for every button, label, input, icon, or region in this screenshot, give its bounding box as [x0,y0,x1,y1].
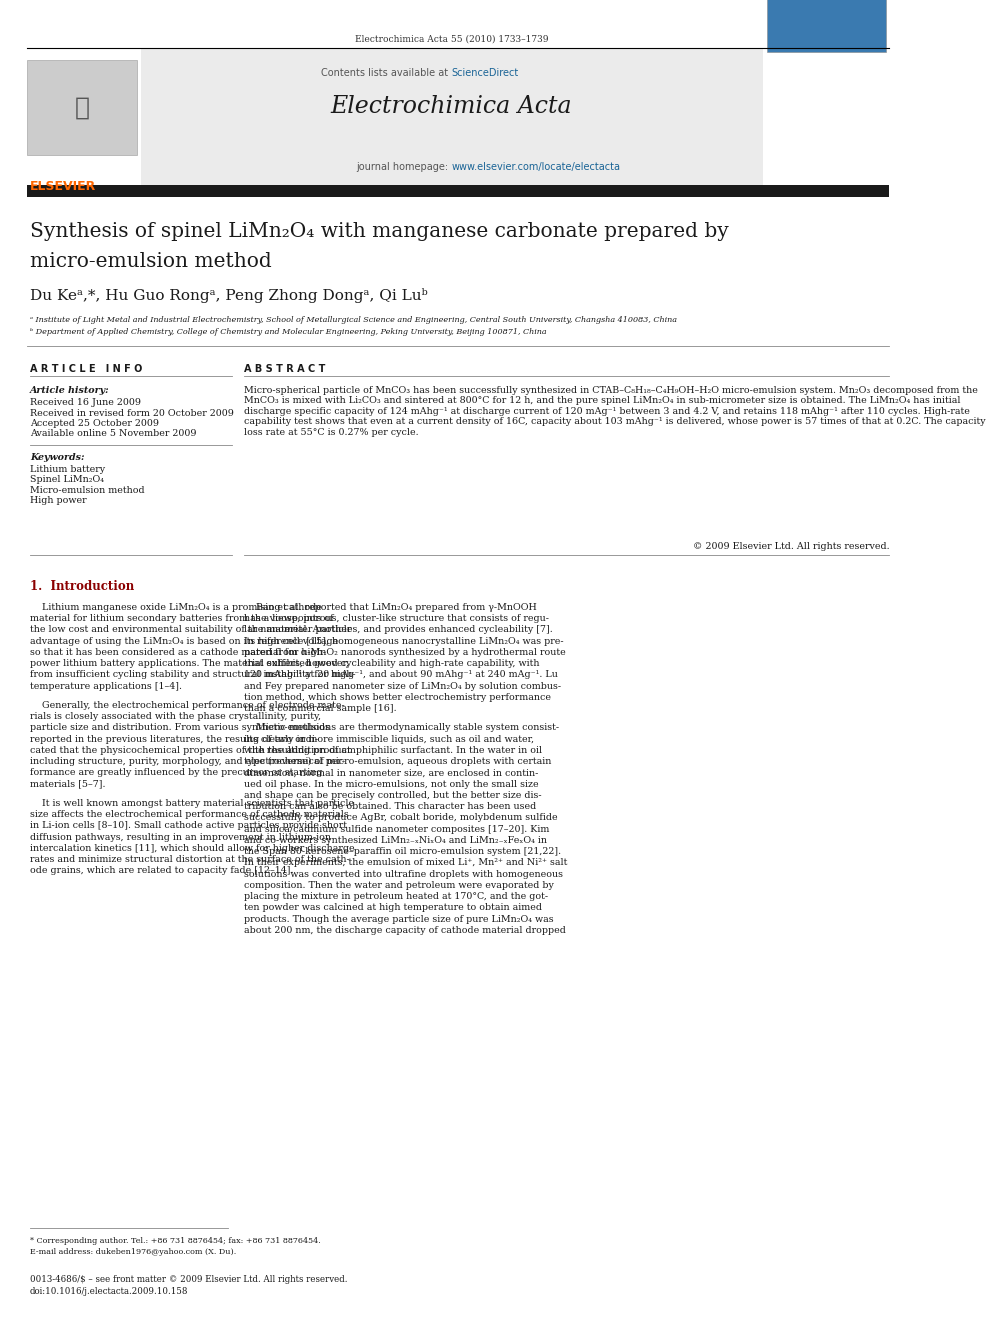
Text: Article history:: Article history: [30,386,110,396]
Text: ten powder was calcined at high temperature to obtain aimed: ten powder was calcined at high temperat… [244,904,542,913]
Text: E-mail address: dukeben1976@yahoo.com (X. Du).: E-mail address: dukeben1976@yahoo.com (X… [30,1248,236,1256]
Text: journal homepage:: journal homepage: [356,161,451,172]
Text: lar nanometer particles, and provides enhanced cycleability [7].: lar nanometer particles, and provides en… [244,626,553,635]
Text: has a loose, porous, cluster-like structure that consists of regu-: has a loose, porous, cluster-like struct… [244,614,549,623]
Text: micro-emulsion method: micro-emulsion method [30,251,272,271]
Text: ScienceDirect: ScienceDirect [451,67,519,78]
Text: Bao et al. reported that LiMn₂O₄ prepared from γ-MnOOH: Bao et al. reported that LiMn₂O₄ prepare… [244,603,537,613]
Text: and Fey prepared nanometer size of LiMn₂O₄ by solution combus-: and Fey prepared nanometer size of LiMn₂… [244,681,561,691]
Text: A R T I C L E   I N F O: A R T I C L E I N F O [30,364,143,374]
Text: In their experiments, the emulsion of mixed Li⁺, Mn²⁺ and Ni²⁺ salt: In their experiments, the emulsion of mi… [244,859,567,868]
Bar [28,185,889,197]
Text: dimension, normal in nanometer size, are enclosed in contin-: dimension, normal in nanometer size, are… [244,769,539,778]
Text: and shape can be precisely controlled, but the better size dis-: and shape can be precisely controlled, b… [244,791,542,800]
Text: A B S T R A C T: A B S T R A C T [244,364,325,374]
Text: power lithium battery applications. The material suffers, however,: power lithium battery applications. The … [30,659,349,668]
Text: Generally, the electrochemical performance of electrode mate-: Generally, the electrochemical performan… [30,701,345,710]
Bar [141,48,763,194]
Text: © 2009 Elsevier Ltd. All rights reserved.: © 2009 Elsevier Ltd. All rights reserved… [692,542,889,550]
Text: Contents lists available at: Contents lists available at [321,67,451,78]
Text: Received in revised form 20 October 2009: Received in revised form 20 October 2009 [30,409,234,418]
Text: tribution can also be obtained. This character has been used: tribution can also be obtained. This cha… [244,802,536,811]
Text: pared from α-MnO₂ nanorods synthesized by a hydrothermal route: pared from α-MnO₂ nanorods synthesized b… [244,648,565,658]
Text: from insufficient cycling stability and structural instability for high-: from insufficient cycling stability and … [30,671,356,680]
Text: Keywords:: Keywords: [30,452,84,462]
Text: ode grains, which are related to capacity fade [12–14].: ode grains, which are related to capacit… [30,867,294,876]
Text: Lithium battery: Lithium battery [30,464,105,474]
Text: Available online 5 November 2009: Available online 5 November 2009 [30,430,196,438]
Bar [28,60,137,155]
Text: temperature applications [1–4].: temperature applications [1–4]. [30,681,183,691]
Text: in Li-ion cells [8–10]. Small cathode active particles provide short: in Li-ion cells [8–10]. Small cathode ac… [30,822,347,831]
Text: ᵇ Department of Applied Chemistry, College of Chemistry and Molecular Engineerin: ᵇ Department of Applied Chemistry, Colle… [30,328,547,336]
Text: products. Though the average particle size of pure LiMn₂O₄ was: products. Though the average particle si… [244,914,554,923]
Text: ing of two or more immiscible liquids, such as oil and water,: ing of two or more immiscible liquids, s… [244,734,534,744]
Text: ued oil phase. In the micro-emulsions, not only the small size: ued oil phase. In the micro-emulsions, n… [244,779,539,789]
Text: ELSEVIER: ELSEVIER [30,180,96,193]
Text: particle size and distribution. From various synthetic methods: particle size and distribution. From var… [30,724,330,733]
Text: formance are greatly influenced by the precursor or starting: formance are greatly influenced by the p… [30,769,322,778]
Text: successfully to produce AgBr, cobalt boride, molybdenum sulfide: successfully to produce AgBr, cobalt bor… [244,814,558,823]
Text: material for lithium secondary batteries from the viewpoints of: material for lithium secondary batteries… [30,614,333,623]
Text: than a commercial sample [16].: than a commercial sample [16]. [244,704,397,713]
Text: composition. Then the water and petroleum were evaporated by: composition. Then the water and petroleu… [244,881,554,890]
Text: Received 16 June 2009: Received 16 June 2009 [30,398,141,407]
Text: intercalation kinetics [11], which should allow for higher discharge: intercalation kinetics [11], which shoul… [30,844,355,853]
Text: Spinel LiMn₂O₄: Spinel LiMn₂O₄ [30,475,104,484]
Text: advantage of using the LiMn₂O₄ is based on its high cell voltage: advantage of using the LiMn₂O₄ is based … [30,636,338,646]
Text: solutions was converted into ultrafine droplets with homogeneous: solutions was converted into ultrafine d… [244,869,562,878]
Text: Accepted 25 October 2009: Accepted 25 October 2009 [30,419,159,429]
Text: including structure, purity, morphology, and electrochemical per-: including structure, purity, morphology,… [30,757,345,766]
Text: placing the mixture in petroleum heated at 170°C, and the got-: placing the mixture in petroleum heated … [244,892,548,901]
Text: size affects the electrochemical performance of cathode materials: size affects the electrochemical perform… [30,810,349,819]
Text: Micro-emulsion method: Micro-emulsion method [30,486,145,495]
Text: Electrochimica Acta: Electrochimica Acta [330,95,572,118]
Text: Electrochimica Acta 55 (2010) 1733–1739: Electrochimica Acta 55 (2010) 1733–1739 [355,34,549,44]
Text: Micro-emulsions are thermodynamically stable system consist-: Micro-emulsions are thermodynamically st… [244,724,559,733]
Text: 1.  Introduction: 1. Introduction [30,579,134,593]
Text: so that it has been considered as a cathode material for high-: so that it has been considered as a cath… [30,648,326,658]
Text: reported in the previous literatures, the results clearly indi-: reported in the previous literatures, th… [30,734,318,744]
Text: In reference [15], homogeneous nanocrystalline LiMn₂O₄ was pre-: In reference [15], homogeneous nanocryst… [244,636,563,646]
Text: the Span 80-kerosene–paraffin oil micro-emulsion system [21,22].: the Span 80-kerosene–paraffin oil micro-… [244,847,561,856]
Bar [767,0,886,52]
Text: High power: High power [30,496,86,505]
Text: with the addition of amphiphilic surfactant. In the water in oil: with the addition of amphiphilic surfact… [244,746,542,755]
Text: that exhibited good cycleability and high-rate capability, with: that exhibited good cycleability and hig… [244,659,540,668]
Text: Micro-spherical particle of MnCO₃ has been successfully synthesized in CTAB–C₈H₁: Micro-spherical particle of MnCO₃ has be… [244,386,985,437]
Text: 120 mAhg⁻¹ at 20 mAg⁻¹, and about 90 mAhg⁻¹ at 240 mAg⁻¹. Lu: 120 mAhg⁻¹ at 20 mAg⁻¹, and about 90 mAh… [244,671,558,680]
Text: * Corresponding author. Tel.: +86 731 8876454; fax: +86 731 8876454.: * Corresponding author. Tel.: +86 731 88… [30,1237,320,1245]
Text: Du Keᵃ,*, Hu Guo Rongᵃ, Peng Zhong Dongᵃ, Qi Luᵇ: Du Keᵃ,*, Hu Guo Rongᵃ, Peng Zhong Dongᵃ… [30,288,428,303]
Text: and silica/cadmium sulfide nanometer composites [17–20]. Kim: and silica/cadmium sulfide nanometer com… [244,824,550,833]
Text: the low cost and environmental suitability of the material. Another: the low cost and environmental suitabili… [30,626,351,635]
Text: type (reverse) of micro-emulsion, aqueous droplets with certain: type (reverse) of micro-emulsion, aqueou… [244,757,552,766]
Text: 🌳: 🌳 [74,97,89,120]
Text: Electrochimica
Acta: Electrochimica Acta [798,105,855,122]
Text: www.elsevier.com/locate/electacta: www.elsevier.com/locate/electacta [451,161,620,172]
Text: materials [5–7].: materials [5–7]. [30,779,105,789]
Text: cated that the physicochemical properties of the resulting product: cated that the physicochemical propertie… [30,746,351,755]
Text: 0013-4686/$ – see front matter © 2009 Elsevier Ltd. All rights reserved.: 0013-4686/$ – see front matter © 2009 El… [30,1275,347,1285]
Text: It is well known amongst battery material scientists that particle: It is well known amongst battery materia… [30,799,354,808]
Text: about 200 nm, the discharge capacity of cathode material dropped: about 200 nm, the discharge capacity of … [244,926,565,935]
Text: and co-workers synthesized LiMn₂₋ₓNiₓO₄ and LiMn₂₋ₓFeₓO₄ in: and co-workers synthesized LiMn₂₋ₓNiₓO₄ … [244,836,547,845]
Text: Synthesis of spinel LiMn₂O₄ with manganese carbonate prepared by: Synthesis of spinel LiMn₂O₄ with mangane… [30,222,729,241]
Text: doi:10.1016/j.electacta.2009.10.158: doi:10.1016/j.electacta.2009.10.158 [30,1287,188,1297]
Text: Lithium manganese oxide LiMn₂O₄ is a promising cathode: Lithium manganese oxide LiMn₂O₄ is a pro… [30,603,322,613]
Text: tion method, which shows better electrochemistry performance: tion method, which shows better electroc… [244,693,551,703]
Text: diffusion pathways, resulting in an improvement in lithium-ion: diffusion pathways, resulting in an impr… [30,832,331,841]
Text: rials is closely associated with the phase crystallinity, purity,: rials is closely associated with the pha… [30,712,321,721]
Text: rates and minimize structural distortion at the surface of the cath-: rates and minimize structural distortion… [30,855,350,864]
Text: ᵃ Institute of Light Metal and Industrial Electrochemistry, School of Metallurgi: ᵃ Institute of Light Metal and Industria… [30,316,677,324]
